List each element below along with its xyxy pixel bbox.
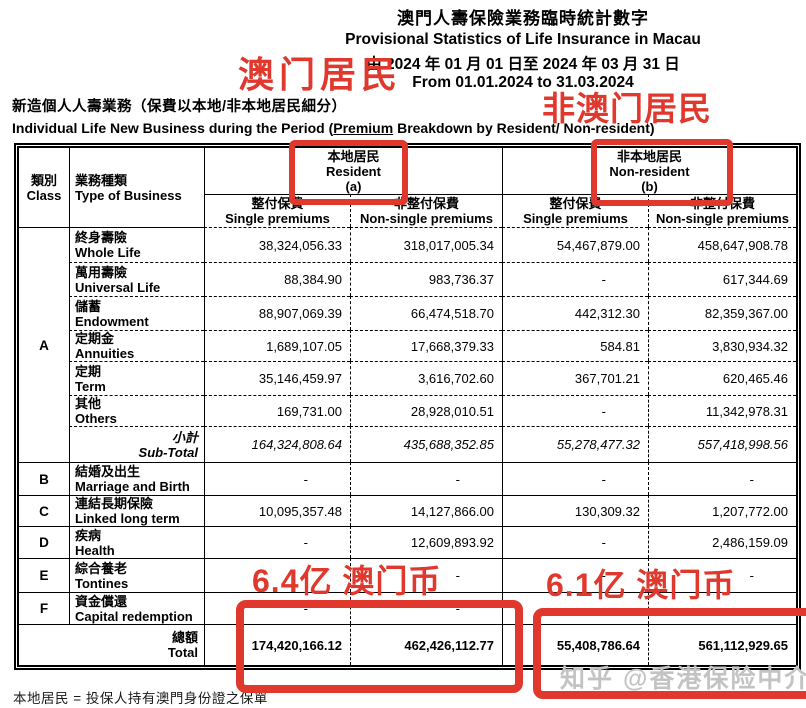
cell-value: 35,146,459.97: [204, 361, 350, 395]
cell-value: -: [350, 462, 502, 495]
cell-value: -: [350, 558, 502, 592]
cell-value: 620,465.46: [648, 361, 796, 395]
annotation-resident-total: 6.4亿 澳门币: [252, 563, 442, 599]
subtitle-en-suffix: Breakdown by Resident/ Non-resident): [393, 120, 655, 136]
cell-value: -: [502, 558, 648, 592]
cell-value: 54,467,879.00: [502, 227, 648, 262]
footnote-resident-definition: 本地居民 = 投保人持有澳門身份證之保單: [13, 691, 268, 706]
cell-value: 435,688,352.85: [350, 426, 502, 462]
row-label-universal-life: 萬用壽險 Universal Life: [69, 262, 204, 296]
cell-value: 17,668,379.33: [350, 330, 502, 361]
row-label-linked-long-term: 連結長期保險 Linked long term: [69, 495, 204, 526]
cell-value: 458,647,908.78: [648, 227, 796, 262]
cell-value: 130,309.32: [502, 495, 648, 526]
cell-value: 55,278,477.32: [502, 426, 648, 462]
row-label-endowment: 儲蓄 Endowment: [69, 296, 204, 330]
class-cell-b: B: [19, 462, 69, 495]
row-label-term: 定期 Term: [69, 361, 204, 395]
cell-value: 66,474,518.70: [350, 296, 502, 330]
cell-value: -: [204, 462, 350, 495]
cell-value: 14,127,866.00: [350, 495, 502, 526]
period-zh: 由 2024 年 01 月 01 日至 2024 年 03 月 31 日: [366, 56, 680, 73]
cell-value: -: [648, 462, 796, 495]
class-cell-c: C: [19, 495, 69, 526]
cell-value: -: [502, 395, 648, 426]
zhihu-watermark: 知乎 @香港保险中介: [560, 665, 806, 693]
cell-value: -: [204, 526, 350, 558]
row-label-total: 總額 Total: [19, 624, 204, 665]
cell-value: 442,312.30: [502, 296, 648, 330]
row-label-whole-life: 終身壽險 Whole Life: [69, 227, 204, 262]
class-cell-d: D: [19, 526, 69, 558]
cell-value: -: [648, 558, 796, 592]
cell-value: 2,486,159.09: [648, 526, 796, 558]
cell-value: 584.81: [502, 330, 648, 361]
cell-value: -: [502, 526, 648, 558]
row-label-annuities: 定期金 Annuities: [69, 330, 204, 361]
class-cell-a: A: [19, 227, 69, 462]
row-label-subtotal: 小計 Sub-Total: [69, 426, 204, 462]
cell-total-value: 55,408,786.64: [502, 624, 648, 665]
highlight-box-nonresident-totals: [533, 608, 806, 699]
cell-value: 38,324,056.33: [204, 227, 350, 262]
subtitle-en: Individual Life New Business during the …: [12, 120, 655, 136]
subtitle-zh: 新造個人人壽業務（保費以本地/非本地居民細分）: [12, 99, 347, 115]
annotation-nonresident-total: 6.1亿 澳门币: [546, 567, 736, 603]
cell-value: 10,095,357.48: [204, 495, 350, 526]
highlight-box-nonresident-header: [591, 139, 733, 206]
highlight-box-resident-totals: [236, 600, 523, 693]
cell-value: 88,384.90: [204, 262, 350, 296]
cell-value: 169,731.00: [204, 395, 350, 426]
cell-value: 617,344.69: [648, 262, 796, 296]
cell-value: 318,017,005.34: [350, 227, 502, 262]
cell-value: -: [350, 592, 502, 624]
cell-value: 557,418,998.56: [648, 426, 796, 462]
cell-total-value: 561,112,929.65: [648, 624, 796, 665]
col-header-res-nonsingle: 非整付保費 Non-single premiums: [350, 194, 502, 227]
col-header-nonresident: 非本地居民 Non-resident (b): [502, 148, 796, 194]
subtitle-en-underlined: Premium: [333, 120, 394, 136]
cell-value: 1,689,107.05: [204, 330, 350, 361]
row-label-health: 疾病 Health: [69, 526, 204, 558]
cell-value: 12,609,893.92: [350, 526, 502, 558]
cell-value: 367,701.21: [502, 361, 648, 395]
cell-value: 3,616,702.60: [350, 361, 502, 395]
subtitle-en-prefix: Individual Life New Business during the …: [12, 120, 334, 136]
cell-value: 164,324,808.64: [204, 426, 350, 462]
cell-value: 28,928,010.51: [350, 395, 502, 426]
class-cell-e: E: [19, 558, 69, 592]
title-block: 澳門人壽保險業務臨時統計數字 Provisional Statistics of…: [240, 4, 806, 92]
cell-total-value: 462,426,112.77: [350, 624, 502, 665]
col-header-class: 類別 Class: [26, 172, 62, 203]
cell-value: 1,207,772.00: [648, 495, 796, 526]
cell-value: 983,736.37: [350, 262, 502, 296]
cell-value: 88,907,069.39: [204, 296, 350, 330]
annotation-resident-label: 澳门居民: [238, 54, 403, 95]
row-label-marriage-birth: 結婚及出生 Marriage and Birth: [69, 462, 204, 495]
page-title-en: Provisional Statistics of Life Insurance…: [345, 31, 701, 48]
cell-value: -: [502, 262, 648, 296]
row-label-others: 其他 Others: [69, 395, 204, 426]
col-header-nr-single: 整付保費 Single premiums: [502, 194, 648, 227]
col-header-resident: 本地居民 Resident (a): [204, 148, 502, 194]
highlight-box-resident-header: [289, 140, 408, 205]
row-label-tontines: 綜合養老 Tontines: [69, 558, 204, 592]
cell-value: 82,359,367.00: [648, 296, 796, 330]
cell-value: -: [204, 558, 350, 592]
class-cell-f: F: [19, 592, 69, 624]
annotation-nonresident-label: 非澳门居民: [542, 90, 712, 127]
row-label-capital-redemption: 資金償還 Capital redemption: [69, 592, 204, 624]
cell-value: 11,342,978.31: [648, 395, 796, 426]
cell-total-value: 174,420,166.12: [204, 624, 350, 665]
cell-value: -: [204, 592, 350, 624]
page-title-zh: 澳門人壽保險業務臨時統計數字: [397, 9, 649, 28]
period-en: From 01.01.2024 to 31.03.2024: [412, 74, 634, 91]
statistics-table: 類別 Class 業務種類 Type of Business 本地居民 Resi…: [14, 143, 801, 670]
cell-value: 3,830,934.32: [648, 330, 796, 361]
col-header-type-of-business: 業務種類 Type of Business: [69, 148, 204, 227]
cell-value: -: [502, 462, 648, 495]
